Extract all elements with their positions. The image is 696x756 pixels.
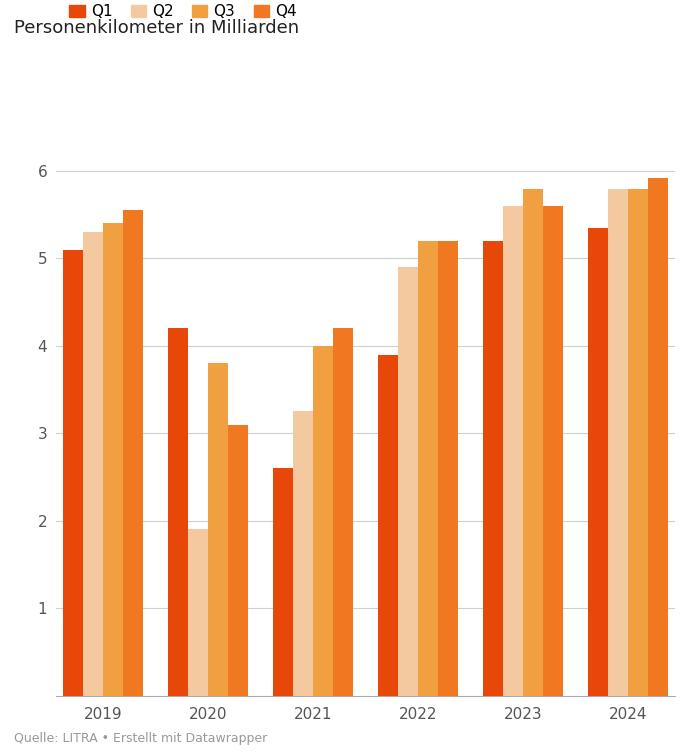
- Bar: [378, 355, 398, 696]
- Bar: [313, 346, 333, 696]
- Bar: [83, 232, 103, 696]
- Bar: [418, 241, 438, 696]
- Bar: [333, 328, 353, 696]
- Text: Personenkilometer in Milliarden: Personenkilometer in Milliarden: [14, 19, 299, 37]
- Bar: [168, 328, 188, 696]
- Bar: [648, 178, 667, 696]
- Bar: [273, 468, 293, 696]
- Bar: [608, 188, 628, 696]
- Text: Quelle: LITRA • Erstellt mit Datawrapper: Quelle: LITRA • Erstellt mit Datawrapper: [14, 732, 267, 745]
- Bar: [588, 228, 608, 696]
- Bar: [208, 364, 228, 696]
- Bar: [63, 249, 83, 696]
- Bar: [543, 206, 563, 696]
- Legend: Q1, Q2, Q3, Q4: Q1, Q2, Q3, Q4: [63, 0, 303, 26]
- Bar: [188, 529, 208, 696]
- Bar: [628, 188, 648, 696]
- Bar: [123, 210, 143, 696]
- Bar: [103, 224, 123, 696]
- Bar: [523, 188, 543, 696]
- Bar: [293, 411, 313, 696]
- Bar: [228, 425, 248, 696]
- Bar: [503, 206, 523, 696]
- Bar: [483, 241, 503, 696]
- Bar: [438, 241, 458, 696]
- Bar: [398, 267, 418, 696]
